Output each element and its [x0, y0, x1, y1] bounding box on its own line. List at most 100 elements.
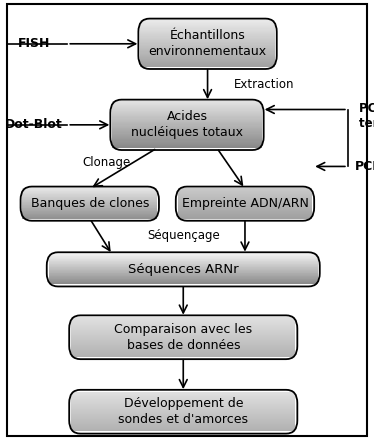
- Bar: [140, 58, 275, 60]
- Bar: [49, 274, 318, 276]
- Bar: [49, 272, 318, 273]
- Bar: [112, 111, 262, 112]
- Bar: [71, 392, 295, 394]
- Bar: [22, 191, 157, 193]
- Bar: [178, 212, 312, 213]
- Text: Dot-Blot: Dot-Blot: [5, 118, 62, 131]
- Bar: [49, 266, 318, 267]
- Bar: [178, 214, 312, 215]
- Bar: [140, 56, 275, 57]
- Bar: [178, 204, 312, 205]
- Bar: [22, 205, 157, 206]
- Bar: [178, 217, 312, 219]
- Text: Séquençage: Séquençage: [147, 229, 220, 242]
- Bar: [49, 261, 318, 262]
- Bar: [112, 113, 262, 114]
- Bar: [49, 280, 318, 281]
- Bar: [22, 217, 157, 219]
- Bar: [178, 207, 312, 208]
- Bar: [140, 34, 275, 36]
- Bar: [112, 106, 262, 108]
- Bar: [71, 409, 295, 411]
- Text: Banques de clones: Banques de clones: [31, 197, 149, 210]
- Bar: [178, 200, 312, 201]
- Bar: [178, 214, 312, 215]
- Bar: [140, 60, 275, 62]
- Bar: [22, 202, 157, 203]
- Bar: [22, 198, 157, 199]
- Bar: [49, 283, 318, 284]
- Bar: [22, 199, 157, 200]
- Bar: [22, 191, 157, 192]
- Bar: [49, 256, 318, 258]
- Bar: [71, 408, 295, 410]
- Bar: [140, 31, 275, 32]
- Bar: [22, 210, 157, 211]
- Bar: [22, 212, 157, 213]
- Bar: [22, 197, 157, 198]
- Bar: [49, 273, 318, 275]
- Bar: [71, 396, 295, 397]
- Bar: [140, 41, 275, 42]
- Text: Développement de
sondes et d'amorces: Développement de sondes et d'amorces: [118, 397, 248, 426]
- Text: Extraction: Extraction: [234, 78, 294, 91]
- Bar: [71, 430, 295, 431]
- Bar: [71, 417, 295, 419]
- Bar: [112, 102, 262, 104]
- Bar: [22, 211, 157, 212]
- Bar: [140, 33, 275, 35]
- Text: FISH: FISH: [18, 37, 50, 50]
- Bar: [71, 414, 295, 416]
- Bar: [140, 55, 275, 57]
- Bar: [140, 42, 275, 44]
- Bar: [71, 406, 295, 408]
- Bar: [71, 317, 295, 318]
- Bar: [178, 201, 312, 202]
- Bar: [71, 424, 295, 426]
- Bar: [112, 132, 262, 134]
- Bar: [140, 43, 275, 45]
- Bar: [71, 350, 295, 351]
- Bar: [49, 270, 318, 271]
- Bar: [22, 214, 157, 215]
- Bar: [178, 209, 312, 210]
- Bar: [140, 40, 275, 42]
- Bar: [71, 353, 295, 354]
- Bar: [71, 392, 295, 393]
- Bar: [140, 45, 275, 46]
- Bar: [49, 259, 318, 261]
- Bar: [71, 329, 295, 330]
- Bar: [178, 197, 312, 198]
- Bar: [71, 355, 295, 356]
- Bar: [112, 146, 262, 148]
- Bar: [49, 261, 318, 263]
- Bar: [49, 279, 318, 280]
- Bar: [71, 340, 295, 341]
- Bar: [112, 121, 262, 123]
- Bar: [140, 62, 275, 64]
- Bar: [140, 60, 275, 61]
- Bar: [49, 265, 318, 266]
- Bar: [71, 395, 295, 396]
- Bar: [49, 275, 318, 276]
- Bar: [178, 216, 312, 217]
- Bar: [22, 200, 157, 201]
- Bar: [71, 421, 295, 423]
- Bar: [71, 356, 295, 357]
- Bar: [71, 353, 295, 355]
- Bar: [49, 278, 318, 279]
- Bar: [140, 36, 275, 38]
- Text: PCR en
temps réel: PCR en temps réel: [359, 102, 374, 130]
- Bar: [22, 203, 157, 205]
- Bar: [140, 48, 275, 49]
- Bar: [112, 128, 262, 130]
- Bar: [112, 117, 262, 119]
- Bar: [178, 196, 312, 197]
- Bar: [112, 130, 262, 132]
- Bar: [112, 105, 262, 106]
- Bar: [49, 255, 318, 257]
- Bar: [22, 195, 157, 196]
- Bar: [71, 416, 295, 418]
- Bar: [71, 319, 295, 321]
- Bar: [178, 188, 312, 190]
